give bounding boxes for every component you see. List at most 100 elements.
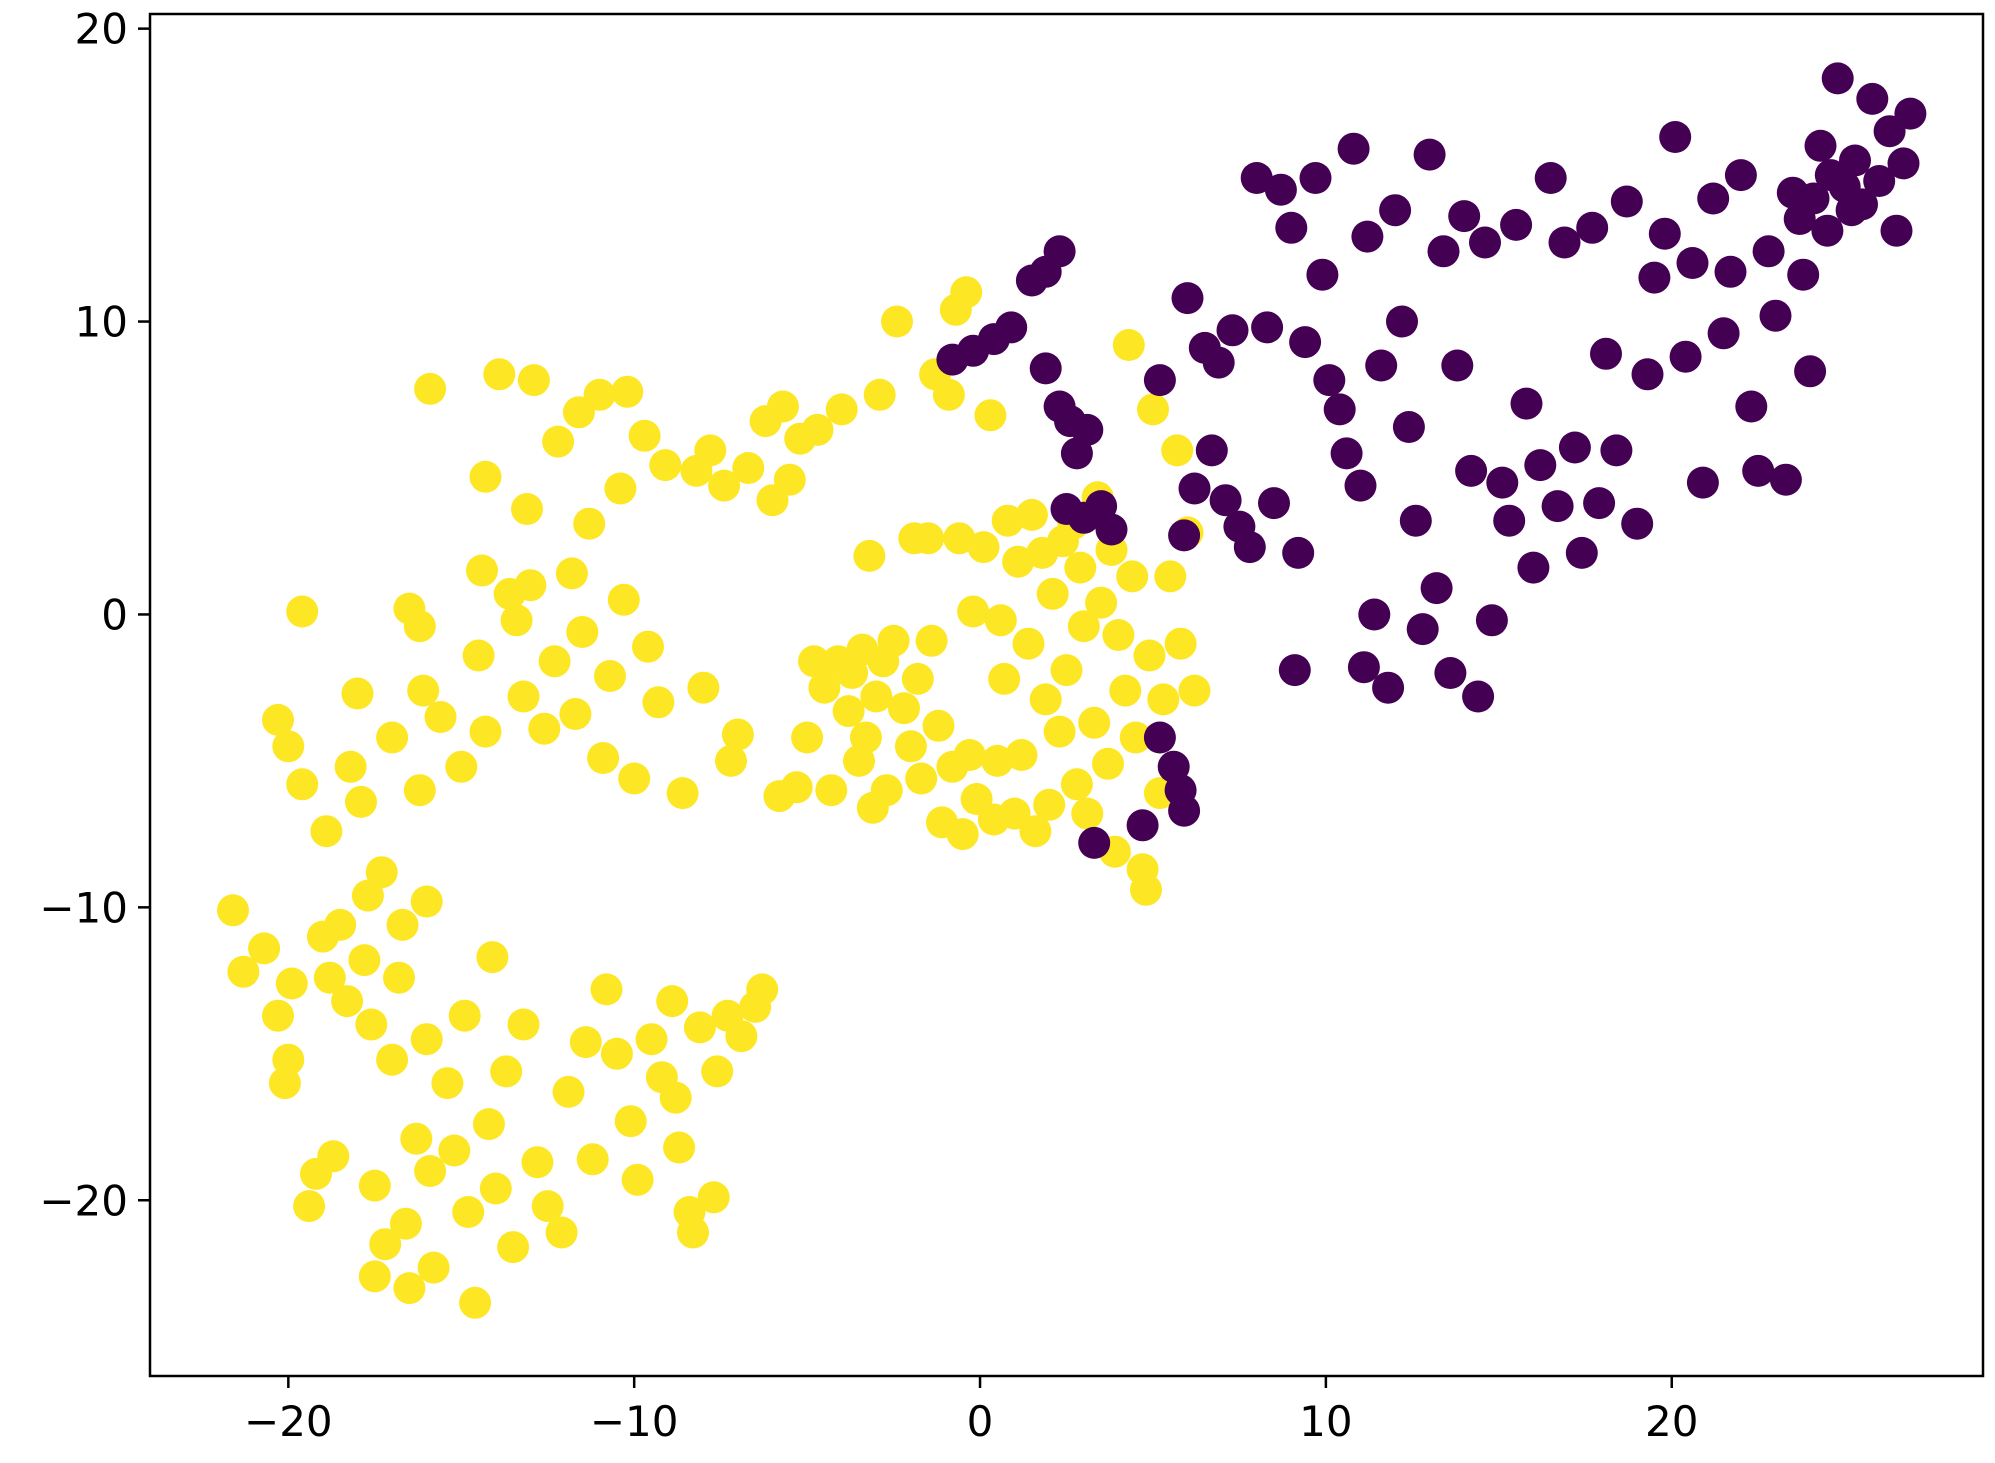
scatter-point bbox=[410, 1023, 443, 1056]
y-tick-label: 20 bbox=[75, 5, 128, 54]
scatter-point bbox=[1427, 235, 1460, 268]
scatter-point bbox=[666, 777, 699, 810]
scatter-point bbox=[559, 698, 592, 730]
scatter-point bbox=[946, 818, 979, 851]
scatter-point bbox=[1278, 654, 1311, 687]
scatter-point bbox=[1420, 572, 1453, 605]
scatter-point bbox=[1379, 194, 1412, 227]
scatter-point bbox=[376, 1043, 409, 1076]
scatter-point bbox=[967, 531, 1000, 564]
scatter-point bbox=[1493, 504, 1526, 537]
scatter-point bbox=[511, 493, 543, 525]
scatter-point bbox=[400, 1122, 433, 1155]
scatter-point bbox=[1060, 768, 1093, 801]
scatter-point bbox=[472, 1108, 505, 1141]
scatter-point bbox=[469, 460, 502, 493]
scatter-point bbox=[1178, 472, 1211, 505]
scatter-point bbox=[1112, 329, 1145, 361]
scatter-point bbox=[1344, 469, 1377, 502]
scatter-point bbox=[1621, 507, 1654, 540]
scatter-point bbox=[1071, 797, 1104, 830]
x-axis: −20 −10 0 10 20 bbox=[244, 1376, 1698, 1446]
scatter-point bbox=[365, 856, 398, 889]
scatter-point bbox=[490, 1055, 523, 1088]
scatter-point bbox=[1351, 220, 1384, 253]
scatter-point bbox=[1365, 349, 1398, 382]
scatter-point bbox=[1164, 627, 1197, 660]
scatter-point bbox=[528, 712, 561, 745]
scatter-point bbox=[587, 742, 620, 774]
scatter-point bbox=[1631, 358, 1664, 391]
scatter-point bbox=[317, 1140, 350, 1173]
scatter-point bbox=[1707, 317, 1740, 350]
scatter-point bbox=[957, 595, 990, 628]
y-tick-label: 10 bbox=[75, 298, 128, 347]
scatter-point bbox=[701, 1055, 734, 1088]
scatter-point bbox=[583, 378, 616, 411]
scatter-point bbox=[1171, 282, 1204, 315]
scatter-point bbox=[1092, 747, 1124, 780]
scatter-point bbox=[1714, 255, 1747, 288]
y-tick-label: −10 bbox=[39, 883, 128, 932]
scatter-point bbox=[632, 630, 664, 663]
scatter-point bbox=[424, 701, 457, 733]
scatter-point bbox=[272, 730, 305, 763]
scatter-point bbox=[1811, 214, 1844, 247]
scatter-points bbox=[217, 62, 1927, 1319]
x-tick-label: −10 bbox=[590, 1397, 679, 1446]
scatter-point bbox=[1002, 545, 1035, 578]
scatter-point bbox=[517, 364, 550, 397]
scatter-point bbox=[483, 358, 516, 391]
scatter-point bbox=[1863, 165, 1896, 197]
scatter-point bbox=[1202, 346, 1235, 379]
x-tick-label: −20 bbox=[244, 1397, 333, 1446]
scatter-point bbox=[341, 677, 374, 710]
scatter-point bbox=[262, 703, 294, 736]
scatter-point bbox=[1064, 551, 1097, 584]
scatter-point bbox=[386, 908, 419, 941]
scatter-point bbox=[462, 639, 495, 672]
scatter-point bbox=[1686, 466, 1719, 499]
scatter-point bbox=[881, 305, 913, 338]
scatter-point bbox=[801, 413, 834, 446]
scatter-point bbox=[1130, 873, 1162, 906]
scatter-point bbox=[649, 449, 682, 482]
scatter-point bbox=[459, 1286, 492, 1319]
scatter-point bbox=[1742, 454, 1775, 487]
scatter-point bbox=[715, 744, 747, 777]
scatter-point bbox=[1787, 258, 1820, 291]
x-tick-label: 0 bbox=[967, 1397, 994, 1446]
scatter-point bbox=[943, 522, 976, 555]
scatter-point bbox=[1462, 680, 1495, 713]
scatter-point bbox=[1137, 393, 1169, 426]
scatter-point bbox=[1306, 258, 1339, 291]
scatter-point bbox=[1590, 337, 1622, 370]
scatter-point bbox=[1769, 463, 1802, 496]
scatter-point bbox=[410, 885, 443, 918]
scatter-point bbox=[1015, 498, 1048, 531]
scatter-point bbox=[1282, 536, 1315, 569]
scatter-point bbox=[815, 774, 848, 807]
scatter-point bbox=[576, 1143, 609, 1176]
scatter-point bbox=[1455, 454, 1488, 487]
scatter-point bbox=[1541, 490, 1574, 523]
scatter-point bbox=[1050, 654, 1083, 687]
scatter-point bbox=[507, 1008, 540, 1041]
scatter-point bbox=[697, 1181, 730, 1214]
scatter-point bbox=[479, 1172, 512, 1205]
scatter-point bbox=[590, 973, 623, 1006]
scatter-point bbox=[1638, 261, 1671, 294]
scatter-point bbox=[642, 686, 675, 719]
scatter-point bbox=[248, 932, 281, 965]
scatter-point bbox=[566, 616, 599, 648]
scatter-point bbox=[1600, 434, 1633, 467]
scatter-point bbox=[1697, 182, 1730, 215]
scatter-point bbox=[998, 797, 1031, 830]
scatter-point bbox=[746, 973, 779, 1006]
scatter-point bbox=[1133, 639, 1166, 672]
scatter-point bbox=[1168, 519, 1201, 552]
scatter-point bbox=[984, 604, 1017, 637]
scatter-point bbox=[417, 1251, 450, 1284]
scatter-point bbox=[614, 1105, 647, 1138]
scatter-point bbox=[995, 311, 1028, 344]
